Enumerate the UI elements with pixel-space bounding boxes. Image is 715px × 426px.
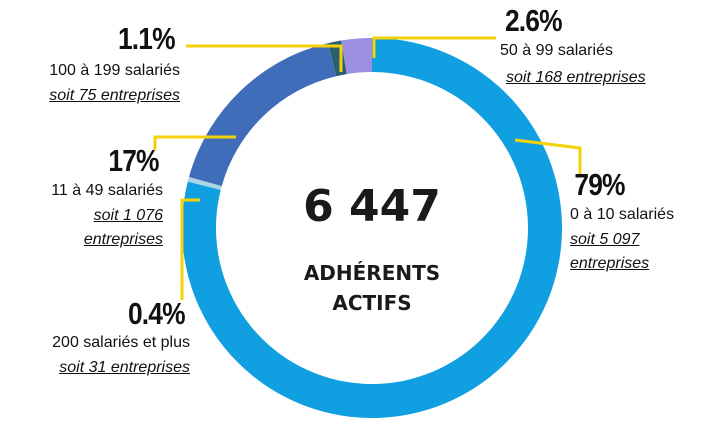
leader-line <box>153 135 236 150</box>
annotation: soit 5 097 entreprises <box>570 231 650 272</box>
leader-line <box>372 36 496 58</box>
value-label: 1.1% <box>118 21 176 56</box>
category-label: 11 à 49 salariés <box>51 182 163 199</box>
center-label: ADHÉRENTS ACTIFS <box>303 261 441 315</box>
donut-slice <box>341 38 372 75</box>
value-label: 0.4% <box>128 296 186 331</box>
donut-slice <box>187 177 222 190</box>
category-label: 200 salariés et plus <box>52 334 190 351</box>
value-label: 79% <box>574 167 625 202</box>
leader-line <box>180 198 200 300</box>
category-label: 0 à 10 salariés <box>570 206 675 223</box>
center-value: 6 447 <box>303 181 441 232</box>
value-label: 2.6% <box>505 3 563 38</box>
value-label: 17% <box>108 143 159 178</box>
annotation: soit 1 076 entreprises <box>83 207 163 248</box>
leader-line <box>186 44 343 72</box>
annotation: soit 31 entreprises <box>59 359 190 376</box>
donut-slice <box>188 43 337 187</box>
leader-line <box>514 138 582 174</box>
leader-lines <box>153 36 582 300</box>
category-label: 50 à 99 salariés <box>500 42 613 59</box>
annotation: soit 75 entreprises <box>49 87 180 104</box>
category-label: 100 à 199 salariés <box>49 62 180 79</box>
annotation: soit 168 entreprises <box>506 69 646 86</box>
